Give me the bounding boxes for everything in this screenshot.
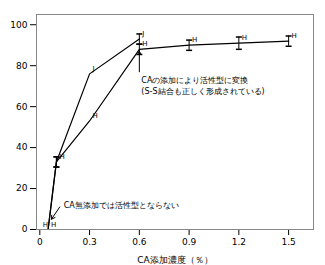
svg-text:0: 0 (22, 224, 28, 234)
svg-text:0: 0 (37, 237, 43, 247)
svg-text:CAの添加により活性型に変換(S-S結合も正しく形成されてい: CAの添加により活性型に変換(S-S結合も正しく形成されている) (141, 76, 264, 95)
svg-text:1.2: 1.2 (232, 237, 246, 247)
svg-text:H: H (51, 221, 56, 229)
svg-text:H: H (192, 36, 197, 44)
svg-text:J: J (141, 30, 144, 38)
svg-text:60: 60 (16, 102, 28, 112)
svg-text:J: J (92, 65, 95, 73)
svg-text:20: 20 (16, 183, 28, 193)
svg-text:CA無添加では活性型とならない: CA無添加では活性型とならない (64, 201, 179, 210)
svg-text:0.9: 0.9 (182, 237, 197, 247)
svg-text:H: H (43, 221, 48, 229)
svg-text:CA添加濃度（％）: CA添加濃度（％） (137, 255, 212, 265)
svg-text:0.6: 0.6 (132, 237, 147, 247)
svg-text:H: H (93, 112, 98, 120)
svg-text:80: 80 (16, 61, 28, 71)
svg-text:1.5: 1.5 (281, 237, 295, 247)
svg-text:H: H (142, 40, 147, 48)
svg-text:100: 100 (10, 20, 27, 30)
svg-text:H: H (292, 32, 297, 40)
svg-text:H: H (242, 34, 247, 42)
svg-text:H: H (59, 153, 64, 161)
svg-text:40: 40 (16, 142, 28, 152)
svg-text:0.3: 0.3 (82, 237, 96, 247)
